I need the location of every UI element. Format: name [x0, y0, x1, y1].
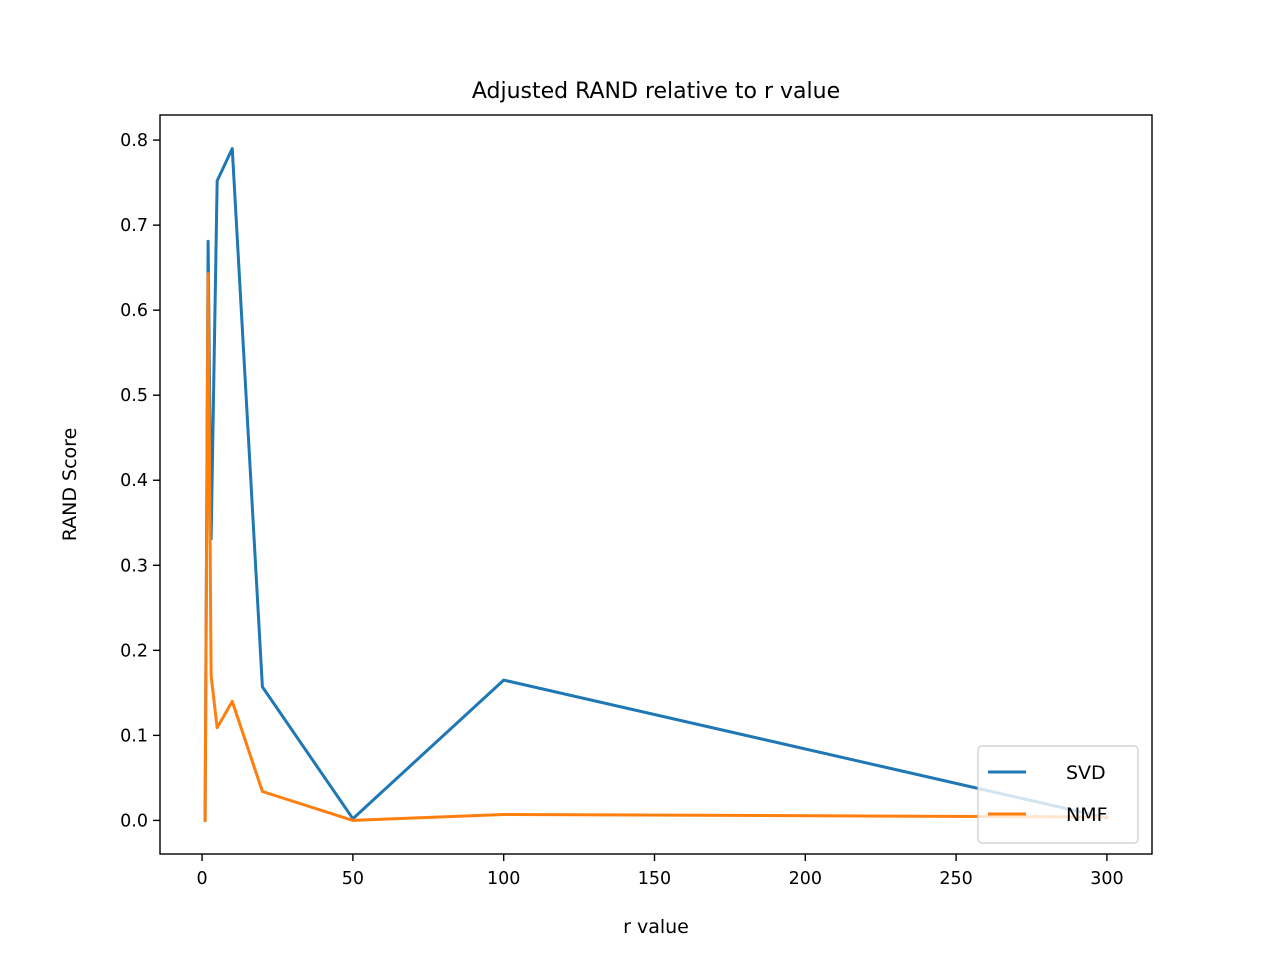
y-axis-label: RAND Score	[59, 428, 81, 542]
chart-title: Adjusted RAND relative to r value	[472, 79, 840, 104]
legend-box	[977, 745, 1139, 844]
x-tick-label: 300	[1090, 869, 1123, 889]
y-tick-label: 0.5	[120, 386, 148, 406]
legend-label-nmf: NMF	[1066, 804, 1108, 826]
y-tick-label: 0.0	[120, 811, 148, 831]
x-tick-label: 250	[939, 869, 972, 889]
x-tick-label: 100	[487, 869, 520, 889]
y-tick-label: 0.2	[120, 641, 148, 661]
series-line-nmf	[203, 272, 1109, 822]
x-tick-label: 150	[638, 869, 671, 889]
y-tick-label: 0.8	[120, 131, 148, 151]
x-tick-label: 0	[197, 869, 208, 889]
x-axis: 0 50 100 150 200 250 300	[197, 854, 1124, 889]
x-axis-label: r value	[623, 916, 689, 938]
plot-frame	[159, 114, 1153, 855]
legend-label-svd: SVD	[1066, 762, 1106, 784]
y-tick-label: 0.3	[120, 556, 148, 576]
y-axis: 0.0 0.1 0.2 0.3 0.4 0.5 0.6 0.7 0.8	[120, 131, 160, 831]
x-tick-label: 200	[789, 869, 822, 889]
series-lines	[203, 147, 1109, 822]
x-tick-label: 50	[342, 869, 364, 889]
y-tick-label: 0.6	[120, 301, 148, 321]
legend: SVD NMF	[977, 745, 1139, 844]
y-tick-label: 0.7	[120, 216, 148, 236]
y-tick-label: 0.4	[120, 471, 148, 491]
y-tick-label: 0.1	[120, 726, 148, 746]
